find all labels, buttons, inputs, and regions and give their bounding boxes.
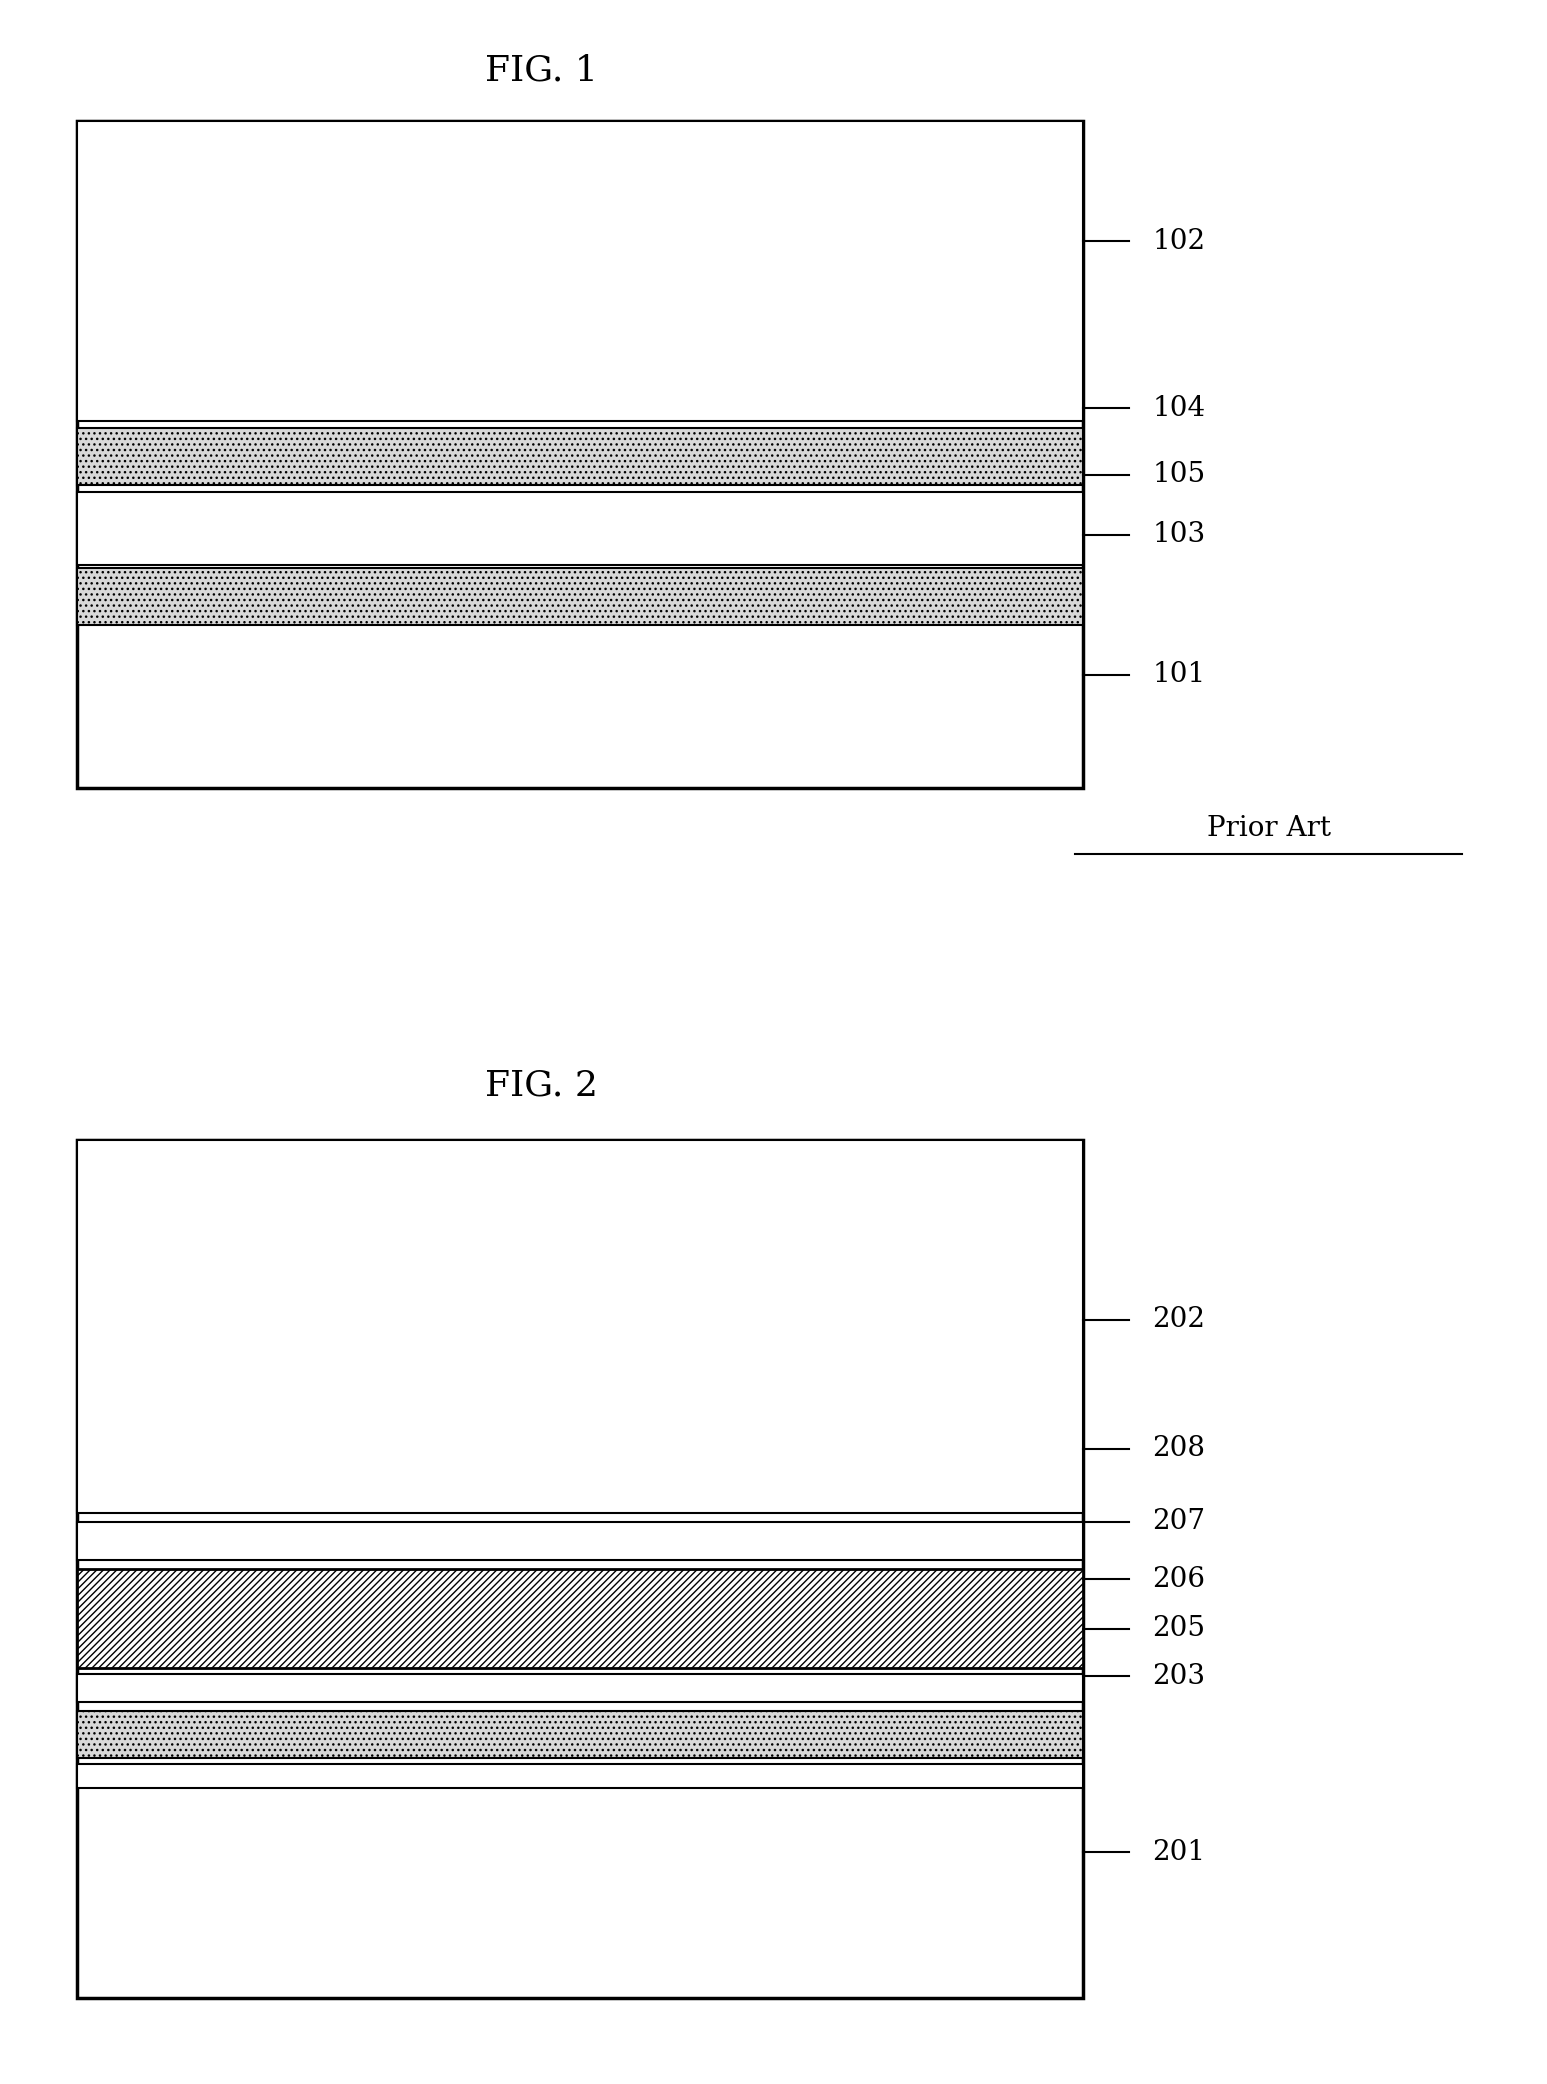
Bar bbox=[77, 1521, 1083, 1561]
Bar bbox=[77, 1569, 1083, 1667]
Bar bbox=[77, 492, 1083, 565]
Text: 208: 208 bbox=[1153, 1436, 1205, 1463]
Text: 203: 203 bbox=[1153, 1663, 1205, 1690]
Text: FIG. 2: FIG. 2 bbox=[486, 1069, 597, 1102]
Bar bbox=[77, 1140, 1083, 1513]
Text: 201: 201 bbox=[1153, 1838, 1205, 1865]
Text: FIG. 1: FIG. 1 bbox=[486, 54, 597, 88]
Bar bbox=[77, 1140, 1083, 1999]
Bar bbox=[77, 1673, 1083, 1703]
Text: Prior Art: Prior Art bbox=[1207, 815, 1330, 842]
Bar bbox=[77, 1711, 1083, 1757]
Text: 105: 105 bbox=[1153, 461, 1205, 488]
Text: 207: 207 bbox=[1153, 1509, 1205, 1536]
Text: 103: 103 bbox=[1153, 521, 1205, 548]
Text: 104: 104 bbox=[1153, 394, 1205, 421]
Text: 202: 202 bbox=[1153, 1307, 1205, 1334]
Bar bbox=[77, 427, 1083, 486]
Text: 102: 102 bbox=[1153, 227, 1205, 254]
Bar bbox=[77, 121, 1083, 421]
Text: 206: 206 bbox=[1153, 1565, 1205, 1592]
Text: 205: 205 bbox=[1153, 1615, 1205, 1642]
Bar bbox=[77, 1763, 1083, 1788]
Text: 101: 101 bbox=[1153, 661, 1205, 688]
Bar bbox=[77, 569, 1083, 625]
Bar bbox=[77, 121, 1083, 788]
